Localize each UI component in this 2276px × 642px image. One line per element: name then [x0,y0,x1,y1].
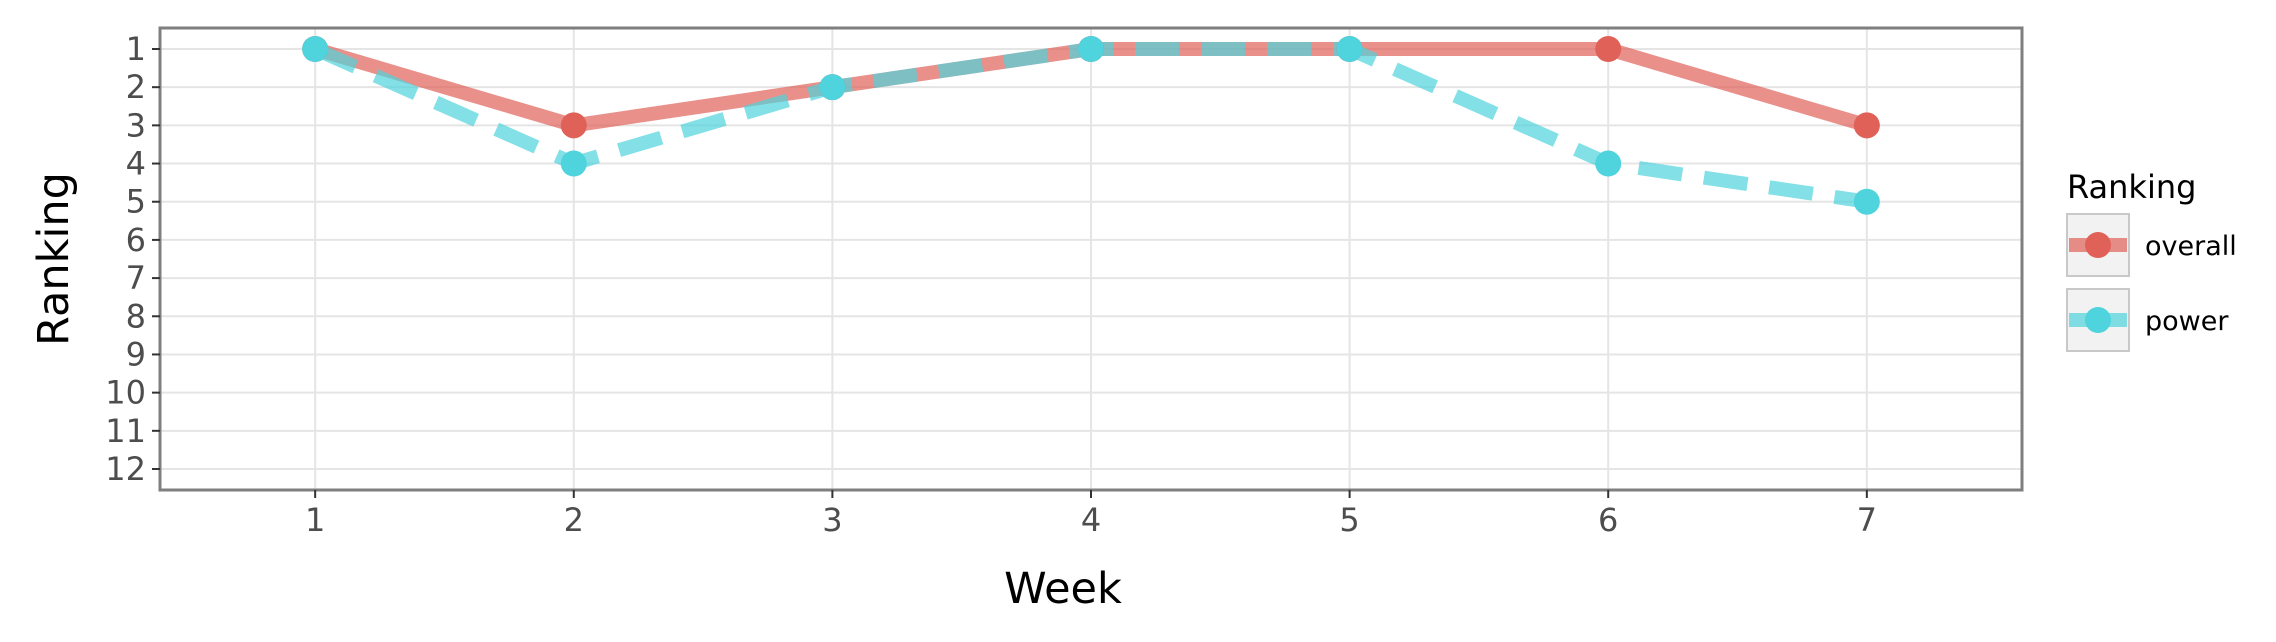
data-point-power [1595,150,1622,177]
data-point-power [1336,36,1363,62]
data-point-power [1078,36,1104,62]
legend-point-overall [2085,232,2111,258]
data-point-overall [1595,36,1622,62]
y-tick-label: 4 [126,145,146,183]
y-tick-label: 8 [126,297,146,335]
data-point-power [819,74,846,101]
y-tick-label: 7 [126,259,146,297]
x-tick-label: 4 [1081,501,1101,539]
legend-label-overall: overall [2145,231,2237,262]
x-tick-label: 5 [1339,501,1359,539]
data-point-power [1853,188,1880,215]
y-tick-label: 5 [126,183,146,221]
grid-lines [160,28,2022,490]
y-tick-label: 2 [126,68,146,106]
legend-label-power: power [2145,306,2229,337]
x-tick-label: 3 [822,501,842,539]
y-tick-label: 11 [105,412,146,450]
x-axis: 1 2 3 4 5 6 7 [305,490,1877,539]
legend: Ranking overall power [2066,168,2237,352]
data-point-power [560,150,587,177]
legend-entries: overall power [2066,213,2237,352]
y-axis-title: Ranking [29,172,79,346]
x-tick-label: 2 [564,501,584,539]
data-point-overall [1853,112,1880,139]
y-tick-label: 3 [126,106,146,144]
y-tick-label: 1 [126,30,146,68]
series-points [302,36,1880,215]
y-tick-label: 12 [105,450,146,488]
y-tick-label: 9 [126,335,146,373]
legend-title: Ranking [2067,168,2196,206]
y-tick-label: 10 [105,374,146,412]
legend-point-power [2085,307,2111,333]
data-point-overall [560,112,587,139]
y-tick-label: 6 [126,221,146,259]
x-tick-label: 6 [1598,501,1618,539]
x-tick-label: 1 [305,501,325,539]
x-tick-label: 7 [1857,501,1877,539]
data-point-power [302,36,329,62]
x-axis-title: Week [1004,564,1122,614]
